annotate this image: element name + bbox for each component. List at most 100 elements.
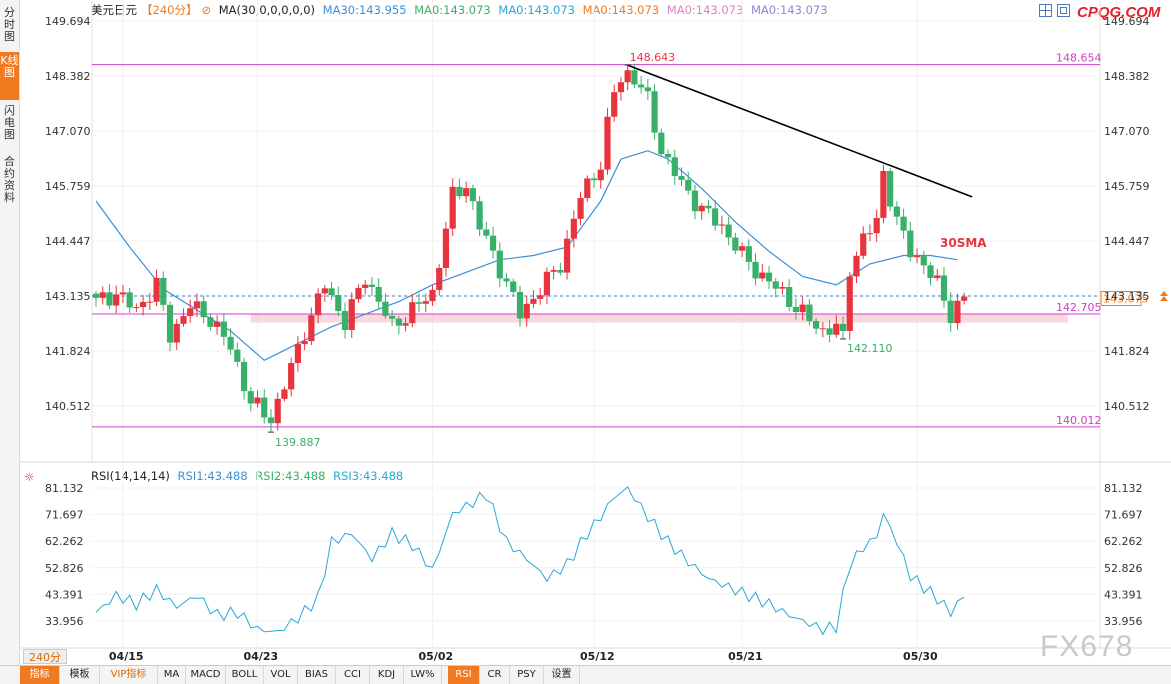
candle-body	[644, 87, 651, 92]
resistance-trendline	[627, 64, 973, 198]
candle-body	[106, 292, 113, 306]
annotations: 148.654 142.705 140.012 143.075 148.643 139.8…	[267, 51, 1168, 449]
rsi-tick-left: 33.956	[45, 615, 84, 628]
watermark: FX678	[1040, 630, 1134, 663]
y-tick-label-left: 147.070	[45, 125, 91, 138]
rsi-tick-right: 62.262	[1104, 535, 1143, 548]
x-tick-label: 05/02	[419, 650, 454, 663]
tab-time-sharing[interactable]: 分时图	[4, 6, 15, 43]
candle-body	[940, 275, 948, 301]
candle-body	[496, 250, 503, 279]
candle-body	[893, 206, 900, 217]
candle-body	[806, 304, 813, 321]
candle-body	[187, 308, 194, 317]
candle-body	[362, 284, 369, 288]
ma-value-4: MA0:143.073	[582, 3, 660, 17]
candle-body	[288, 363, 295, 390]
candle-body	[860, 233, 867, 256]
candle-body	[335, 295, 342, 312]
toolbar-macd[interactable]: MACD	[186, 666, 226, 684]
candle-body	[927, 265, 934, 279]
toolbar-cci[interactable]: CCI	[336, 666, 370, 684]
period-selector[interactable]: 240分 ▲	[23, 649, 67, 679]
trendline	[627, 64, 973, 198]
y-tick-label-left: 140.512	[45, 400, 91, 413]
candle-body	[328, 288, 335, 296]
rsi-tick-right: 81.132	[1104, 482, 1143, 495]
settings-icon[interactable]: ⊘	[201, 3, 212, 17]
toolbar-vol[interactable]: VOL	[264, 666, 298, 684]
x-tick-label: 05/12	[580, 650, 615, 663]
rsi-tick-right: 71.697	[1104, 509, 1143, 522]
candle-body	[839, 323, 847, 331]
candle-body	[954, 300, 961, 324]
rsi-tick-right: 52.826	[1104, 562, 1143, 575]
candle-body	[442, 228, 450, 269]
toolbar-indicators[interactable]: 指标	[20, 666, 60, 684]
toolbar-boll[interactable]: BOLL	[226, 666, 264, 684]
main-legend: 美元日元 【240分】 ⊘ MA(30,0,0,0,0,0) MA30:143.95…	[91, 2, 832, 18]
tab-kline[interactable]: K线图	[0, 52, 19, 100]
candle-body	[503, 278, 510, 282]
candle-body	[476, 201, 483, 230]
price-chart[interactable]: 148.654 142.705 140.012 143.075 148.643 139.8…	[0, 0, 1171, 665]
candle-body	[247, 391, 254, 404]
candle-body	[913, 256, 921, 258]
toolbar-rsi[interactable]: RSI	[448, 666, 480, 684]
candle-body	[234, 349, 241, 362]
candle-body	[786, 286, 793, 307]
candle-body	[537, 295, 544, 299]
candle-body	[617, 82, 625, 93]
candle-body	[220, 321, 227, 337]
candle-body	[907, 230, 914, 258]
toolbar-kdj[interactable]: KDJ	[370, 666, 404, 684]
candle-body	[631, 70, 638, 85]
candle-body	[193, 301, 201, 309]
expand-icon[interactable]	[1057, 4, 1070, 17]
candle-body	[160, 277, 167, 305]
y-tick-label-left: 149.694	[45, 15, 91, 28]
candle-body	[685, 179, 692, 191]
candle-body	[752, 261, 759, 279]
tab-contract-info[interactable]: 合约资料	[4, 155, 15, 204]
toolbar-settings[interactable]: 设置	[544, 666, 580, 684]
toolbar-cr[interactable]: CR	[480, 666, 510, 684]
candle-body	[651, 91, 658, 133]
rsi-settings-icon[interactable]: ☼	[24, 470, 35, 484]
candle-body	[469, 188, 476, 202]
candle-body	[321, 288, 328, 294]
toolbar-psy[interactable]: PSY	[510, 666, 544, 684]
candle-body	[267, 417, 275, 424]
toolbar-bias[interactable]: BIAS	[298, 666, 336, 684]
candle-body	[658, 132, 665, 155]
rsi-tick-left: 81.132	[45, 482, 84, 495]
fullscreen-icon[interactable]	[1039, 4, 1052, 17]
toolbar-vip[interactable]: VIP指标	[100, 666, 158, 684]
candle-body	[261, 397, 268, 418]
rsi-tick-left: 43.391	[45, 588, 84, 601]
candle-body	[153, 277, 160, 302]
candle-body	[563, 238, 571, 273]
candle-body	[961, 296, 968, 301]
toolbar-ma[interactable]: MA	[158, 666, 186, 684]
y-tick-label-right: 143.135	[1104, 290, 1150, 303]
x-tick-label: 04/15	[109, 650, 144, 663]
rsi-legend: RSI(14,14,14) RSI1:43.488 RSI2:43.488 RS…	[91, 469, 407, 483]
toolbar-template[interactable]: 模板	[60, 666, 100, 684]
rsi-panel: 81.132 81.132 71.697 71.697 62.262 62.262 52.8…	[45, 482, 1143, 636]
candle-body	[557, 269, 564, 273]
rsi2-value: RSI2:43.488	[255, 469, 326, 483]
toolbar-lw[interactable]: LW%	[404, 666, 442, 684]
ma-value-2: MA0:143.073	[414, 3, 491, 17]
candle-body	[799, 304, 806, 313]
ma30-polyline	[95, 150, 958, 362]
candle-body	[254, 397, 261, 404]
candle-body	[638, 84, 645, 88]
tab-flash-chart[interactable]: 闪电图	[4, 104, 15, 141]
candle-body	[348, 299, 355, 331]
candle-body	[900, 216, 907, 231]
candle-body	[301, 341, 308, 345]
candle-body	[920, 256, 927, 266]
candle-body	[113, 294, 120, 306]
candle-body	[934, 275, 941, 279]
